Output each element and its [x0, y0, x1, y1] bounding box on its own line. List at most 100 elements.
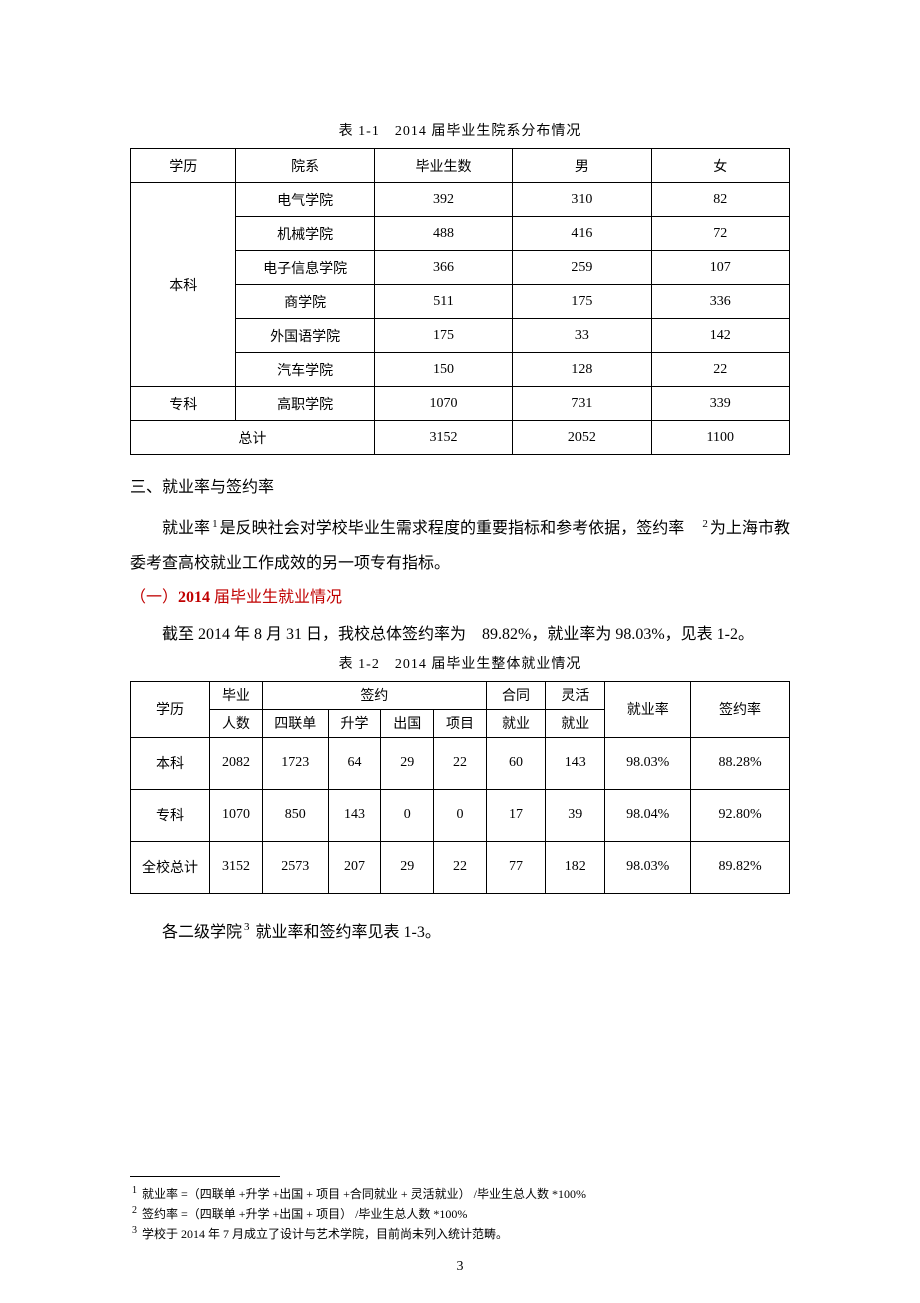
cell: 1070 [210, 789, 263, 841]
cell: 392 [374, 183, 512, 217]
cell: 310 [513, 183, 651, 217]
cell: 98.03% [605, 841, 691, 893]
col-header: 项目 [434, 709, 487, 737]
cell: 17 [486, 789, 545, 841]
col-header: 院系 [236, 149, 374, 183]
table-row: 专科 高职学院 1070 731 339 [131, 387, 790, 421]
cell: 2052 [513, 421, 651, 455]
col-header: 女 [651, 149, 789, 183]
cell: 电气学院 [236, 183, 374, 217]
table-row: 专科 1070 850 143 0 0 17 39 98.04% 92.80% [131, 789, 790, 841]
cell: 150 [374, 353, 512, 387]
table-row: 学历 院系 毕业生数 男 女 [131, 149, 790, 183]
section-3-heading: 三、就业率与签约率 [130, 473, 790, 497]
cell: 3152 [374, 421, 512, 455]
col-header: 签约 [262, 681, 486, 709]
table-row: 学历 毕业 签约 合同 灵活 就业率 签约率 [131, 681, 790, 709]
footnote-num: 3 [132, 1225, 137, 1236]
footnote-num: 1 [132, 1185, 137, 1196]
cell: 电子信息学院 [236, 251, 374, 285]
cell: 511 [374, 285, 512, 319]
col-header: 男 [513, 149, 651, 183]
col-header: 就业率 [605, 681, 691, 737]
cell: 0 [434, 789, 487, 841]
col-header: 升学 [328, 709, 381, 737]
col-header: 就业 [486, 709, 545, 737]
col-header: 出国 [381, 709, 434, 737]
col-header: 毕业 [210, 681, 263, 709]
footnote-ref-1: 1 [212, 518, 218, 530]
cell: 731 [513, 387, 651, 421]
cell: 29 [381, 841, 434, 893]
cell: 29 [381, 737, 434, 789]
cell: 39 [546, 789, 605, 841]
footnote-3: 3 学校于 2014 年 7 月成立了设计与艺术学院，目前尚未列入统计范畴。 [130, 1223, 790, 1243]
footnote-num: 2 [132, 1205, 137, 1216]
text: 就业率和签约率见表 1-3。 [252, 924, 441, 941]
cell: 98.03% [605, 737, 691, 789]
text: 届毕业生就业情况 [210, 589, 342, 606]
footnote-text: 签约率 =（四联单 +升学 +出国 + 项目） /毕业生总人数 *100% [139, 1207, 467, 1221]
cell: 33 [513, 319, 651, 353]
text: （一） [130, 589, 178, 606]
cell: 175 [374, 319, 512, 353]
cell-degree: 专科 [131, 387, 236, 421]
cell: 22 [651, 353, 789, 387]
cell: 128 [513, 353, 651, 387]
table-row-total: 全校总计 3152 2573 207 29 22 77 182 98.03% 8… [131, 841, 790, 893]
cell: 259 [513, 251, 651, 285]
cell: 207 [328, 841, 381, 893]
table-1-1: 学历 院系 毕业生数 男 女 本科 电气学院 392 310 82 机械学院 4… [130, 148, 790, 455]
cell: 64 [328, 737, 381, 789]
cell: 3152 [210, 841, 263, 893]
col-header: 四联单 [262, 709, 328, 737]
col-header: 签约率 [691, 681, 790, 737]
cell: 72 [651, 217, 789, 251]
col-header: 灵活 [546, 681, 605, 709]
cell: 全校总计 [131, 841, 210, 893]
col-header: 人数 [210, 709, 263, 737]
footnote-text: 就业率 =（四联单 +升学 +出国 + 项目 +合同就业 + 灵活就业） /毕业… [139, 1187, 586, 1201]
cell: 本科 [131, 737, 210, 789]
table1-caption: 表 1-1 2014 届毕业生院系分布情况 [130, 120, 790, 140]
col-header: 合同 [486, 681, 545, 709]
cell: 外国语学院 [236, 319, 374, 353]
cell: 22 [434, 737, 487, 789]
footnote-ref-3: 3 [244, 921, 250, 933]
cell: 143 [328, 789, 381, 841]
cell: 2082 [210, 737, 263, 789]
table-row: 本科 2082 1723 64 29 22 60 143 98.03% 88.2… [131, 737, 790, 789]
text: 各二级学院 [162, 924, 242, 941]
cell: 850 [262, 789, 328, 841]
cell: 82 [651, 183, 789, 217]
page-number: 3 [0, 1259, 920, 1275]
subsection-heading: （一）2014 届毕业生就业情况 [130, 583, 790, 607]
footnotes-block: 1 就业率 =（四联单 +升学 +出国 + 项目 +合同就业 + 灵活就业） /… [130, 1176, 790, 1243]
cell: 142 [651, 319, 789, 353]
footnote-separator [130, 1176, 280, 1177]
table2-caption: 表 1-2 2014 届毕业生整体就业情况 [130, 653, 790, 673]
footnote-1: 1 就业率 =（四联单 +升学 +出国 + 项目 +合同就业 + 灵活就业） /… [130, 1183, 790, 1203]
cell: 98.04% [605, 789, 691, 841]
cell: 88.28% [691, 737, 790, 789]
col-header: 学历 [131, 681, 210, 737]
cell: 22 [434, 841, 487, 893]
cell: 488 [374, 217, 512, 251]
cell: 高职学院 [236, 387, 374, 421]
cell: 60 [486, 737, 545, 789]
cell: 182 [546, 841, 605, 893]
cell: 416 [513, 217, 651, 251]
cell: 339 [651, 387, 789, 421]
table-row: 总计 3152 2052 1100 [131, 421, 790, 455]
footnote-text: 学校于 2014 年 7 月成立了设计与艺术学院，目前尚未列入统计范畴。 [139, 1227, 508, 1241]
table-row: 本科 电气学院 392 310 82 [131, 183, 790, 217]
cell: 商学院 [236, 285, 374, 319]
cell-degree: 本科 [131, 183, 236, 387]
text: 就业率 [162, 520, 210, 537]
col-header: 毕业生数 [374, 149, 512, 183]
cell: 107 [651, 251, 789, 285]
cell: 143 [546, 737, 605, 789]
footnote-2: 2 签约率 =（四联单 +升学 +出国 + 项目） /毕业生总人数 *100% [130, 1203, 790, 1223]
cell: 89.82% [691, 841, 790, 893]
cell: 175 [513, 285, 651, 319]
